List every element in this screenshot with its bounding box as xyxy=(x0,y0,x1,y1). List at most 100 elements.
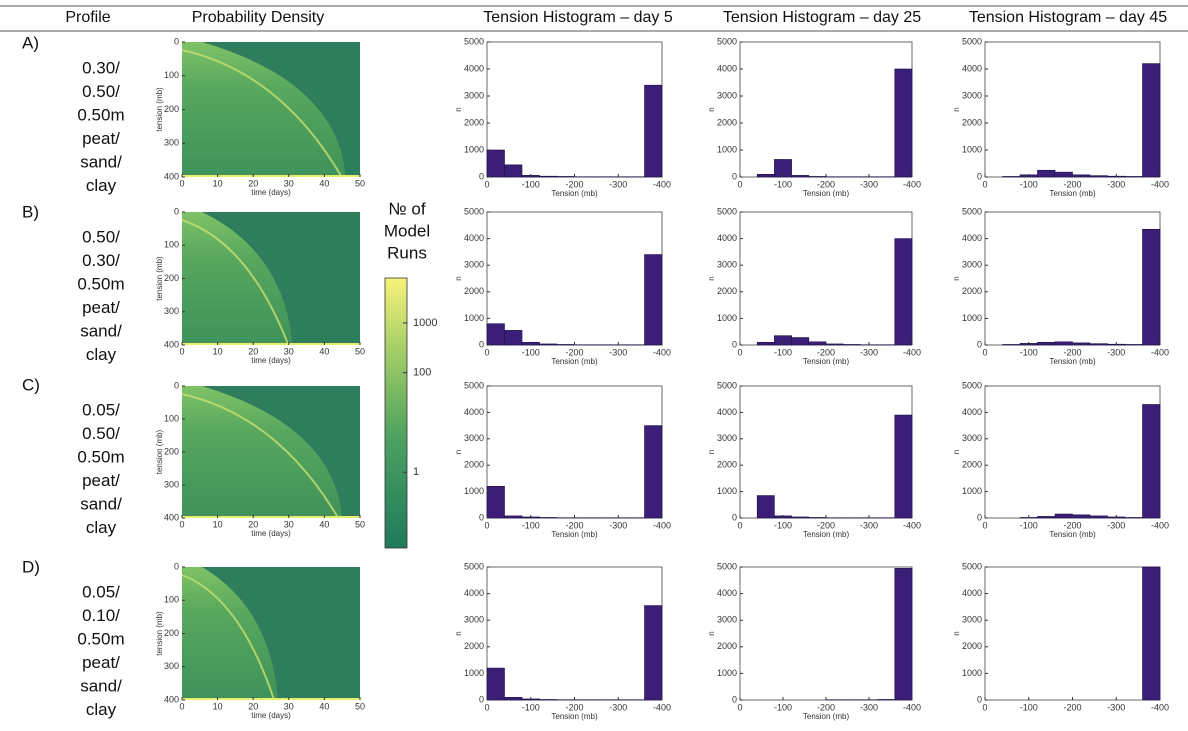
x-tick-label: -100 xyxy=(522,520,540,530)
x-axis-label: time (days) xyxy=(251,188,291,197)
y-axis-label: tension (mb) xyxy=(155,87,164,132)
y-tick-label: 0 xyxy=(977,512,982,522)
x-tick-label: -200 xyxy=(565,347,583,357)
x-tick-label: 0 xyxy=(179,701,184,711)
y-tick-label: 2000 xyxy=(962,117,982,127)
y-tick-label: 2000 xyxy=(962,641,982,651)
bar xyxy=(842,344,861,346)
profile-line: 0.10/ xyxy=(82,606,120,625)
bar xyxy=(1072,514,1091,519)
y-tick-label: 100 xyxy=(164,70,179,80)
y-tick-label: 400 xyxy=(164,339,179,349)
x-tick-label: 30 xyxy=(284,519,294,529)
y-tick-label: 2000 xyxy=(464,460,484,470)
y-tick-label: 4000 xyxy=(464,588,484,598)
y-tick-label: 200 xyxy=(164,104,179,114)
x-tick-label: -100 xyxy=(1020,702,1038,712)
x-tick-label: -400 xyxy=(903,520,921,530)
bar xyxy=(539,699,558,701)
x-tick-label: 0 xyxy=(179,519,184,529)
bar xyxy=(808,341,827,346)
x-axis-label: Tension (mb) xyxy=(551,357,598,366)
y-tick-label: 0 xyxy=(174,380,179,390)
x-tick-label: 20 xyxy=(248,178,258,188)
y-tick-label: 5000 xyxy=(717,380,737,390)
x-tick-label: -300 xyxy=(860,702,878,712)
bar xyxy=(808,517,827,519)
plot-frame xyxy=(739,211,913,346)
x-tick-label: -400 xyxy=(903,347,921,357)
y-tick-label: 5000 xyxy=(962,206,982,216)
x-tick-label: 40 xyxy=(319,178,329,188)
profile-line: 0.50m xyxy=(77,105,124,124)
x-tick-label: -100 xyxy=(1020,520,1038,530)
bar xyxy=(791,175,810,178)
x-tick-label: -200 xyxy=(817,702,835,712)
y-tick-label: 3000 xyxy=(717,90,737,100)
y-tick-label: 3000 xyxy=(717,433,737,443)
x-tick-label: 0 xyxy=(179,178,184,188)
bar xyxy=(791,516,810,519)
bar xyxy=(486,667,505,701)
wetting-front xyxy=(181,393,340,519)
x-tick-label: -200 xyxy=(817,520,835,530)
bar xyxy=(504,330,523,346)
y-tick-label: 0 xyxy=(174,206,179,216)
y-tick-label: 4000 xyxy=(464,233,484,243)
y-axis-label: tension (mb) xyxy=(155,611,164,656)
x-tick-label: 10 xyxy=(213,519,223,529)
x-tick-label: -300 xyxy=(860,347,878,357)
bar xyxy=(1124,344,1143,346)
y-axis-label: n xyxy=(454,276,463,280)
plot-frame xyxy=(739,566,913,701)
y-tick-label: 0 xyxy=(479,171,484,181)
row-label: C) xyxy=(22,375,40,394)
y-axis-label: n xyxy=(707,631,716,635)
bar xyxy=(1142,404,1161,519)
y-tick-label: 4000 xyxy=(717,63,737,73)
y-tick-label: 200 xyxy=(164,446,179,456)
colorbar-title: Runs xyxy=(387,243,427,262)
x-tick-label: -200 xyxy=(565,702,583,712)
x-tick-label: 0 xyxy=(737,347,742,357)
y-axis-label: n xyxy=(952,631,961,635)
y-tick-label: 3000 xyxy=(962,615,982,625)
colorbar xyxy=(384,277,408,549)
x-tick-label: 0 xyxy=(982,520,987,530)
y-axis-label: n xyxy=(707,450,716,454)
wetting-front xyxy=(181,219,290,346)
profile-line: 0.50m xyxy=(77,629,124,648)
x-tick-label: -200 xyxy=(1063,520,1081,530)
bar xyxy=(1142,228,1161,346)
x-tick-label: 0 xyxy=(982,347,987,357)
x-tick-label: 0 xyxy=(179,346,184,356)
profile-line: sand/ xyxy=(80,321,122,340)
y-tick-label: 4000 xyxy=(717,588,737,598)
plot-frame xyxy=(984,566,1161,701)
y-tick-label: 0 xyxy=(732,694,737,704)
y-tick-label: 300 xyxy=(164,138,179,148)
colorbar-tick-label: 100 xyxy=(413,367,431,379)
x-tick-label: -300 xyxy=(609,347,627,357)
y-tick-label: 3000 xyxy=(962,260,982,270)
plot-frame xyxy=(984,41,1161,178)
dry-region xyxy=(202,567,360,700)
y-tick-label: 5000 xyxy=(962,36,982,46)
x-tick-label: -100 xyxy=(774,702,792,712)
bar xyxy=(1072,342,1091,346)
y-axis-label: n xyxy=(454,450,463,454)
x-tick-label: -200 xyxy=(1063,179,1081,189)
y-axis-label: n xyxy=(707,107,716,111)
x-axis-label: time (days) xyxy=(251,356,291,365)
y-tick-label: 0 xyxy=(479,512,484,522)
x-tick-label: 20 xyxy=(248,519,258,529)
x-tick-label: 40 xyxy=(319,519,329,529)
y-tick-label: 1000 xyxy=(464,486,484,496)
profile-line: 0.50/ xyxy=(82,424,120,443)
x-tick-label: -100 xyxy=(774,179,792,189)
x-tick-label: -300 xyxy=(1107,702,1125,712)
colorbar-title: № of xyxy=(388,199,425,218)
x-tick-label: -400 xyxy=(1151,347,1169,357)
x-tick-label: -300 xyxy=(1107,179,1125,189)
profile-line: clay xyxy=(86,345,117,364)
